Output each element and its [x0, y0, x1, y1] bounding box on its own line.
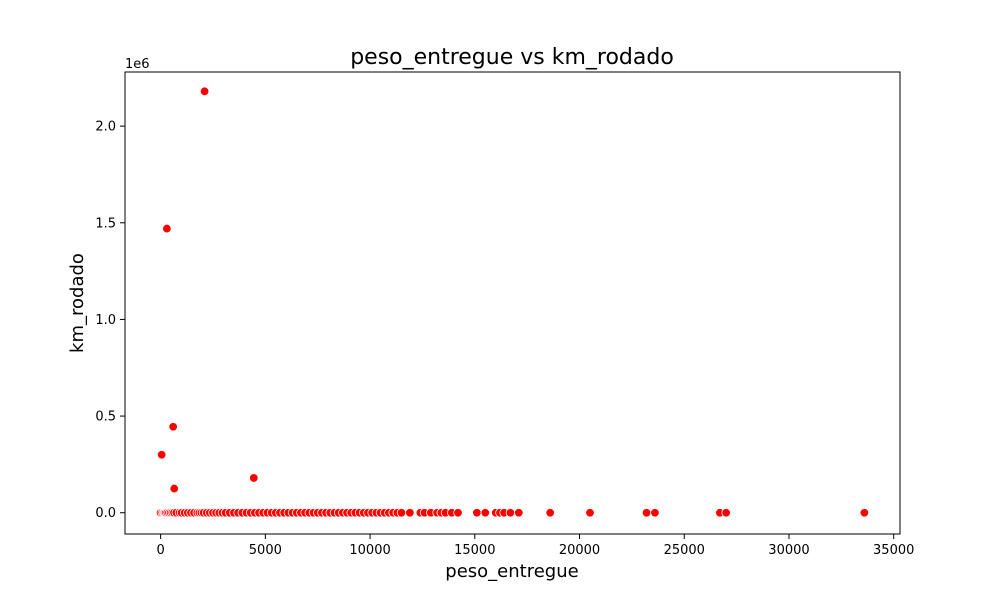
data-point: [641, 508, 652, 518]
data-point: [396, 508, 407, 518]
data-point: [545, 508, 555, 518]
x-tick-label: 10000: [349, 543, 390, 558]
data-point: [480, 508, 490, 518]
data-point: [169, 483, 179, 494]
y-tick-label: 1.0: [95, 313, 116, 328]
y-axis-ticks: 0.0 0.5 1.0 1.5 2.0: [95, 120, 125, 521]
x-axis-ticks: 0 5000 10000 15000 20000 25000 30000 35000: [156, 534, 914, 558]
x-tick-label: 35000: [873, 543, 914, 558]
data-point: [505, 508, 516, 518]
x-tick-label: 30000: [768, 543, 809, 558]
plot-area: [155, 86, 870, 518]
data-point: [405, 508, 415, 518]
y-tick-label: 0.5: [95, 410, 116, 425]
data-point: [514, 508, 524, 518]
x-tick-label: 25000: [664, 543, 705, 558]
data-point: [162, 223, 172, 234]
y-axis-label: km_rodado: [67, 253, 88, 353]
data-point: [199, 86, 210, 97]
x-tick-label: 5000: [249, 543, 282, 558]
data-point: [585, 508, 595, 518]
y-tick-label: 2.0: [95, 120, 116, 135]
x-tick-label: 20000: [559, 543, 600, 558]
data-point: [472, 508, 482, 518]
y-axis-offset-label: 1e6: [125, 57, 150, 72]
data-point: [249, 473, 259, 483]
plot-frame: [124, 71, 901, 535]
data-point: [721, 508, 731, 518]
chart-title: peso_entregue vs km_rodado: [350, 45, 674, 70]
y-tick-label: 0.0: [95, 506, 116, 521]
x-tick-label: 0: [156, 543, 164, 558]
x-tick-label: 15000: [454, 543, 495, 558]
data-point: [859, 508, 870, 518]
x-axis-label: peso_entregue: [445, 561, 578, 582]
y-tick-label: 1.5: [95, 216, 116, 231]
data-point: [650, 508, 660, 518]
data-point: [453, 508, 463, 518]
data-point: [156, 450, 167, 460]
data-point: [168, 422, 178, 432]
